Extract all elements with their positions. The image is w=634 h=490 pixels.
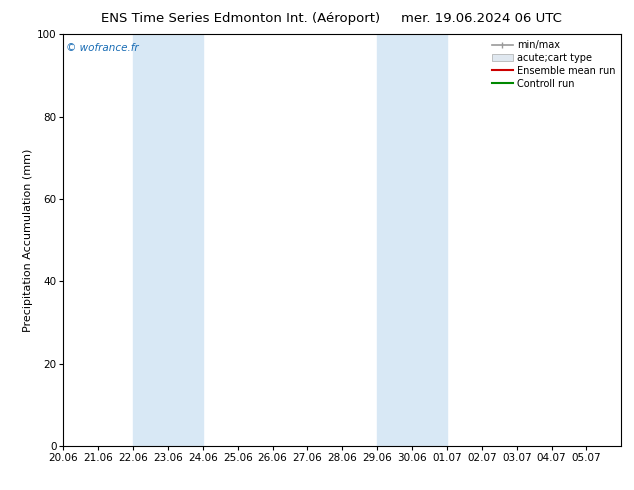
Y-axis label: Precipitation Accumulation (mm): Precipitation Accumulation (mm) [23,148,33,332]
Bar [133,34,203,446]
Text: © wofrance.fr: © wofrance.fr [66,43,139,52]
Bar [377,34,447,446]
Text: mer. 19.06.2024 06 UTC: mer. 19.06.2024 06 UTC [401,12,562,25]
Legend: min/max, acute;cart type, Ensemble mean run, Controll run: min/max, acute;cart type, Ensemble mean … [489,37,618,92]
Text: ENS Time Series Edmonton Int. (Aéroport): ENS Time Series Edmonton Int. (Aéroport) [101,12,380,25]
